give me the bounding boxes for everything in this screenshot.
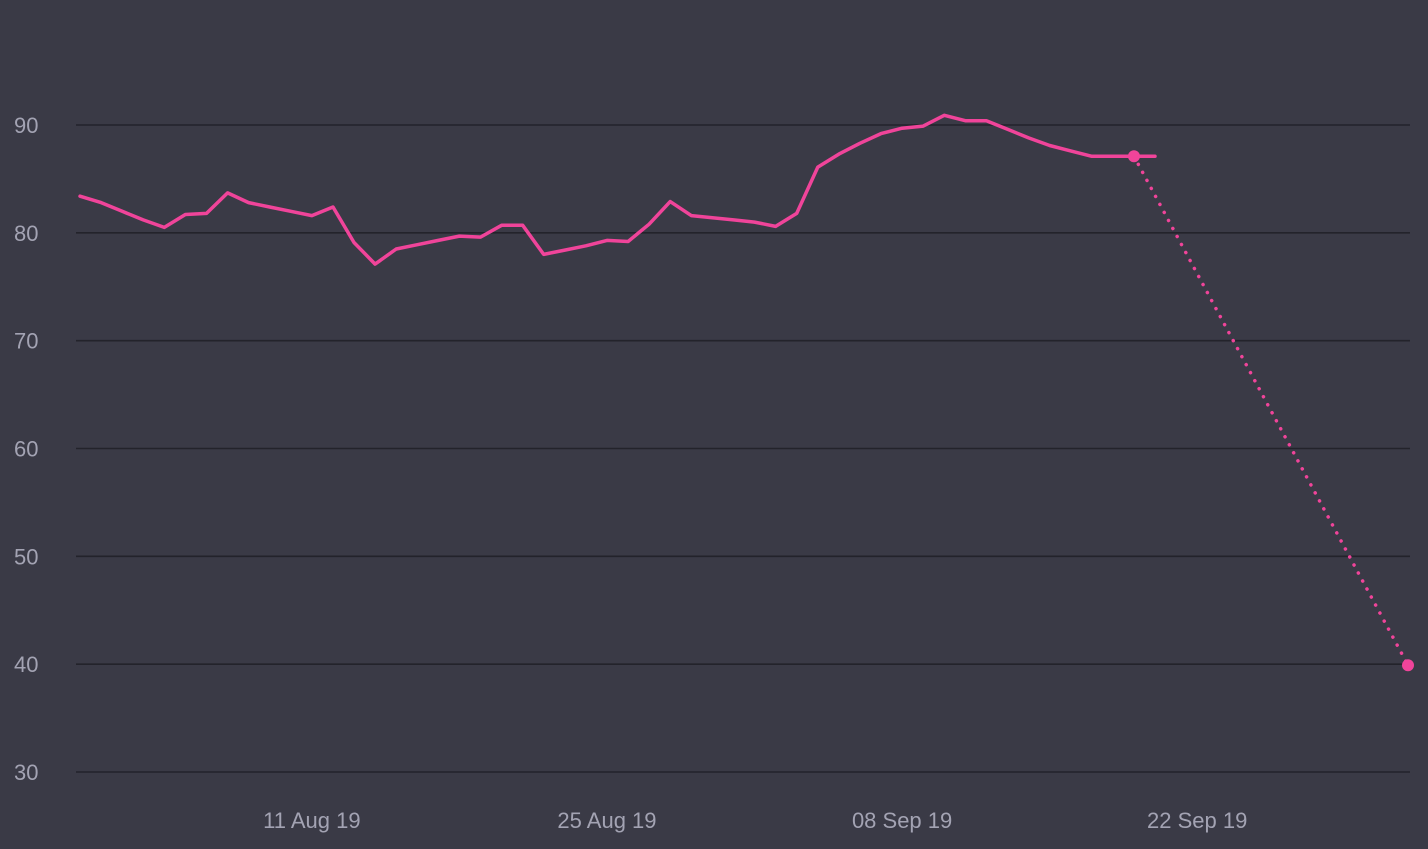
forecast-line (1132, 154, 1410, 667)
forecast-start-marker (1127, 150, 1140, 163)
forecast-end-marker (1402, 659, 1414, 672)
x-tick-label: 25 Aug 19 (557, 808, 656, 833)
y-tick-label: 30 (14, 760, 38, 785)
history-line (78, 113, 1157, 266)
y-tick-label: 60 (14, 437, 38, 462)
gridlines (76, 124, 1410, 773)
y-tick-label: 50 (14, 544, 38, 569)
y-tick-label: 70 (14, 329, 38, 354)
y-tick-label: 90 (14, 113, 38, 138)
series (78, 113, 1414, 672)
x-axis-ticks: 11 Aug 19 25 Aug 19 08 Sep 19 22 Sep 19 (263, 808, 1247, 833)
y-axis-ticks: 90 80 70 60 50 40 30 (14, 113, 38, 785)
x-tick-label: 11 Aug 19 (263, 808, 360, 833)
y-tick-label: 40 (14, 652, 38, 677)
x-tick-label: 22 Sep 19 (1147, 808, 1247, 833)
y-tick-label: 80 (14, 221, 38, 246)
x-tick-label: 08 Sep 19 (852, 808, 952, 833)
